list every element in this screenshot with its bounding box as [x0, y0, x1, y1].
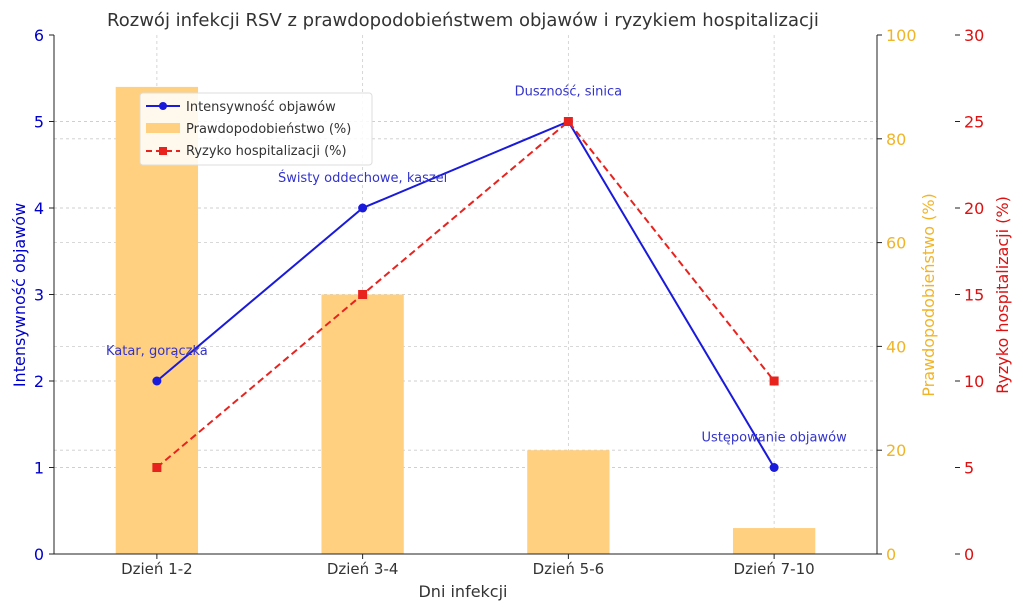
left-tick-label: 0 [34, 545, 44, 564]
bar-Dzień3-4 [321, 294, 404, 554]
prob-tick-label: 0 [886, 545, 896, 564]
prob-tick-label: 80 [886, 130, 906, 149]
risk-tick-label: 20 [964, 199, 984, 218]
left-tick-label: 4 [34, 199, 44, 218]
x-axis-label: Dni infekcji [418, 582, 507, 601]
left-tick-label: 6 [34, 26, 44, 45]
annotation: Duszność, sinica [515, 85, 623, 100]
risk-point [563, 117, 573, 126]
prob-tick-label: 40 [886, 337, 906, 356]
annotation: Ustępowanie objawów [702, 431, 848, 446]
legend-intensity: Intensywność objawów [186, 100, 336, 115]
legend: Intensywność objawów Prawdopodobieństwo … [139, 92, 373, 166]
prob-tick-label: 20 [886, 441, 906, 460]
intensity-point [769, 463, 779, 472]
x-tick-label: Dzień 1-2 [121, 560, 193, 578]
risk-tick-label: 15 [964, 286, 984, 305]
risk-tick-label: 5 [964, 459, 974, 478]
risk-tick-label: 0 [964, 545, 974, 564]
prob-tick-label: 60 [886, 234, 906, 253]
x-tick-label: Dzień 7-10 [734, 560, 815, 578]
intensity-line [156, 120, 775, 469]
risk-tick-label: 30 [964, 26, 984, 45]
risk-point [152, 463, 162, 472]
legend-circle-icon [159, 102, 167, 110]
bar-Dzień7-10 [732, 528, 816, 554]
intensity-point [152, 376, 162, 386]
legend-square-icon [159, 147, 167, 155]
risk-point [769, 376, 779, 386]
prob-axis-label: Prawdopodobieństwo (%) [919, 193, 938, 397]
legend-risk: Ryzyko hospitalizacji (%) [186, 144, 347, 159]
risk-line [156, 120, 775, 469]
lines [152, 117, 779, 472]
left-axis-label: Intensywność objawów [10, 203, 29, 387]
left-tick-label: 1 [34, 459, 44, 478]
x-tick-label: Dzień 3-4 [327, 560, 399, 578]
left-tick-label: 2 [34, 372, 44, 391]
bar-Dzień5-6 [527, 450, 610, 554]
chart-title: Rozwój infekcji RSV z prawdopodobieństwe… [107, 10, 819, 31]
legend-probability: Prawdopodobieństwo (%) [186, 122, 351, 137]
risk-tick-label: 25 [964, 113, 984, 132]
left-tick-label: 3 [34, 286, 44, 305]
annotation: Katar, gorączka [106, 344, 208, 359]
risk-point [358, 290, 368, 299]
legend-bar-icon [146, 123, 180, 133]
left-tick-label: 5 [34, 113, 44, 132]
risk-axis-label: Ryzyko hospitalizacji (%) [993, 196, 1012, 394]
annotation: Świsty oddechowe, kaszel [278, 170, 447, 186]
x-tick-label: Dzień 5-6 [533, 560, 605, 578]
prob-tick-label: 100 [886, 26, 917, 45]
intensity-point [358, 203, 368, 213]
annotations: Katar, gorączka Świsty oddechowe, kaszel D… [106, 85, 847, 446]
risk-tick-label: 10 [964, 372, 984, 391]
